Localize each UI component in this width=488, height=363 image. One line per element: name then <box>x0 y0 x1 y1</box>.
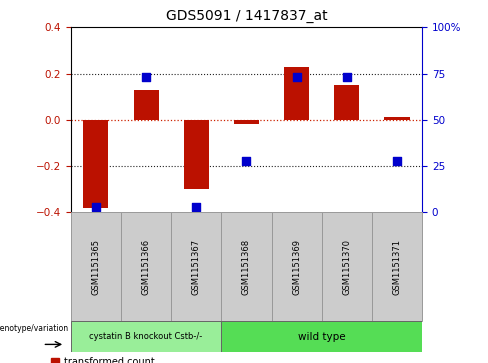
Bar <box>222 212 271 321</box>
Bar <box>71 212 121 321</box>
Point <box>293 74 301 80</box>
Text: cystatin B knockout Cstb-/-: cystatin B knockout Cstb-/- <box>89 332 203 341</box>
Bar <box>134 90 159 120</box>
Bar <box>71 321 222 352</box>
Legend: transformed count, percentile rank within the sample: transformed count, percentile rank withi… <box>51 357 229 363</box>
Text: GSM1151365: GSM1151365 <box>91 239 101 295</box>
Bar <box>372 212 422 321</box>
Bar <box>183 120 209 189</box>
Text: genotype/variation: genotype/variation <box>0 325 68 334</box>
Point <box>92 204 100 210</box>
Bar <box>271 212 322 321</box>
Bar <box>334 85 359 120</box>
Bar <box>322 212 372 321</box>
Bar <box>222 321 422 352</box>
Text: GSM1151369: GSM1151369 <box>292 239 301 295</box>
Bar <box>171 212 222 321</box>
Text: GSM1151371: GSM1151371 <box>392 239 402 295</box>
Text: GSM1151368: GSM1151368 <box>242 239 251 295</box>
Bar <box>385 118 409 120</box>
Text: GSM1151370: GSM1151370 <box>342 239 351 295</box>
Text: GSM1151367: GSM1151367 <box>192 239 201 295</box>
Bar <box>284 66 309 120</box>
Text: wild type: wild type <box>298 332 346 342</box>
Point <box>192 204 200 210</box>
Bar <box>234 120 259 125</box>
Bar <box>83 120 108 208</box>
Point <box>142 74 150 80</box>
Text: GSM1151366: GSM1151366 <box>142 239 151 295</box>
Point <box>243 158 250 163</box>
Bar <box>121 212 171 321</box>
Point <box>393 158 401 163</box>
Title: GDS5091 / 1417837_at: GDS5091 / 1417837_at <box>165 9 327 24</box>
Point <box>343 74 351 80</box>
